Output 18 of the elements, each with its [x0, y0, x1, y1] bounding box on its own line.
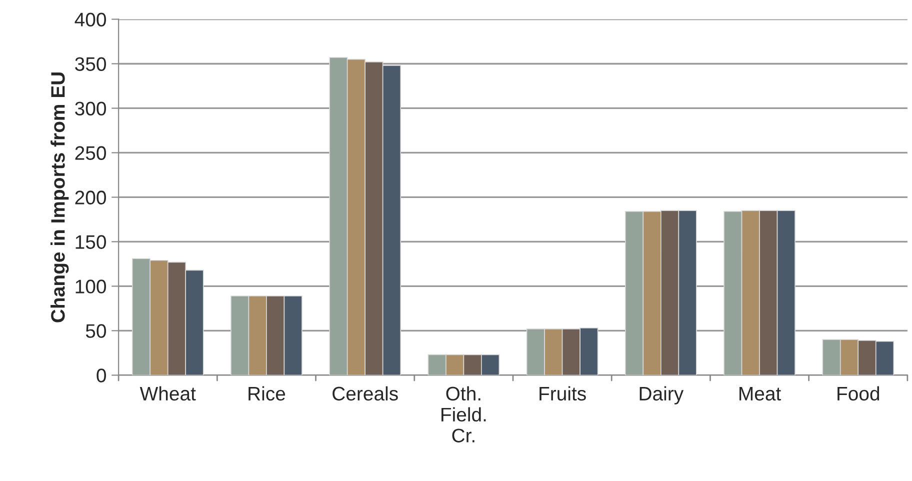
y-tick-label: 100 [76, 280, 106, 294]
x-tick-label: Wheat [140, 386, 196, 401]
x-tick-label: Food [838, 386, 880, 401]
x-tick-label: Rice [248, 386, 286, 401]
y-axis-title: Change in Imports from EU [50, 72, 69, 322]
x-tick-label: Cereals [332, 386, 398, 401]
y-tick-label: 150 [76, 235, 106, 249]
x-tick-label: Oth. Field. Cr. [442, 386, 486, 442]
y-tick-label: 50 [86, 324, 106, 338]
x-tick-label: Fruits [540, 386, 586, 401]
y-tick-label: 250 [75, 146, 106, 160]
y-tick-label: 350 [75, 57, 106, 71]
y-tick-label: 200 [75, 190, 106, 204]
y-tick-label: 0 [96, 368, 106, 382]
y-tick-label: 300 [75, 102, 106, 116]
x-tick-label: Meat [740, 387, 781, 401]
y-tick-label: 400 [74, 12, 106, 26]
x-tick-label: Dairy [640, 386, 684, 404]
